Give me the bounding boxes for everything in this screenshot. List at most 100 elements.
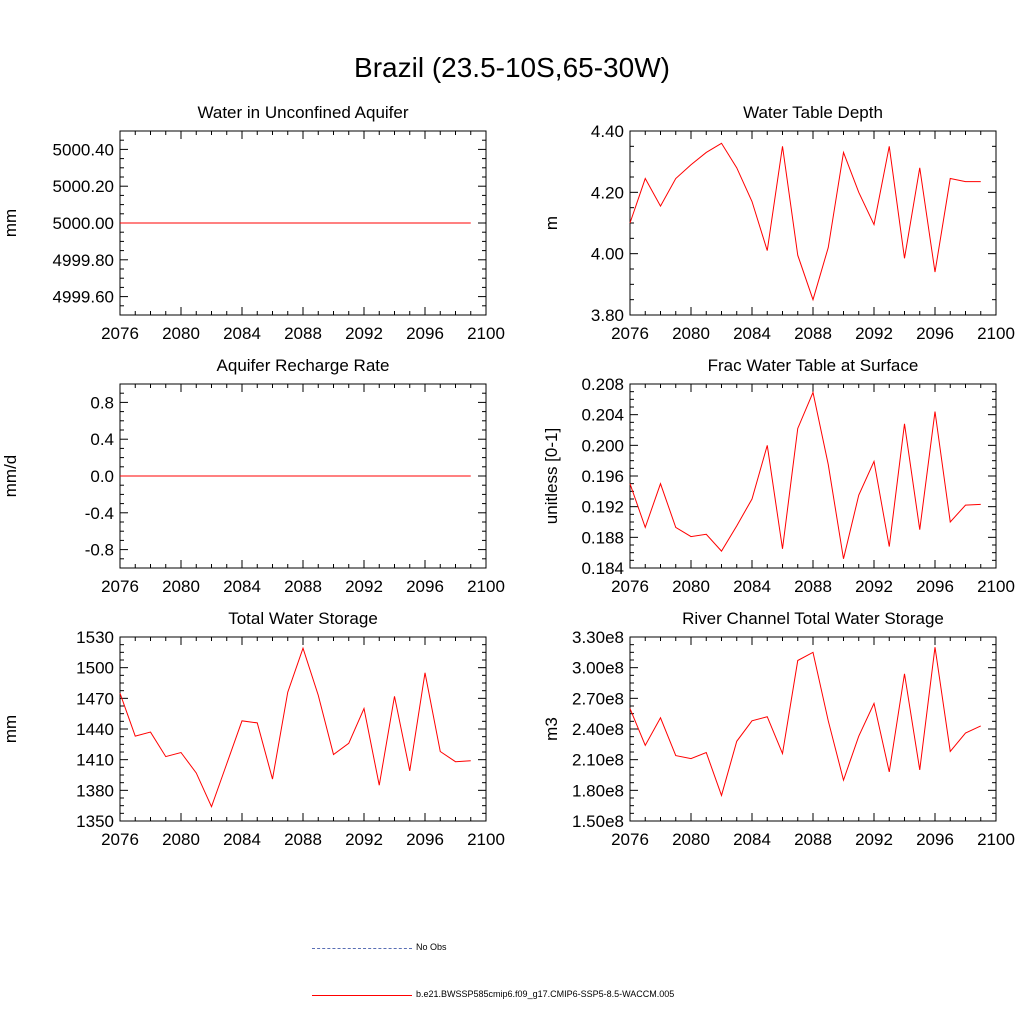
x-tick-label: 2092: [345, 324, 383, 343]
y-tick-label: 0.196: [581, 467, 624, 486]
x-tick-label: 2076: [101, 324, 139, 343]
x-tick-label: 2088: [794, 830, 832, 849]
y-tick-label: 3.80: [591, 306, 624, 325]
x-tick-label: 2080: [672, 830, 710, 849]
y-axis-label: mm: [1, 209, 20, 237]
x-tick-label: 2084: [223, 577, 261, 596]
x-tick-label: 2096: [916, 830, 954, 849]
x-tick-label: 2092: [345, 830, 383, 849]
legend-obs-label: No Obs: [416, 942, 447, 952]
y-tick-label: 5000.40: [53, 140, 114, 159]
y-tick-label: 0.192: [581, 498, 624, 517]
y-tick-label: 5000.00: [53, 214, 114, 233]
y-tick-label: 1530: [76, 628, 114, 647]
x-tick-label: 2084: [733, 577, 771, 596]
y-tick-label: 3.30e8: [572, 628, 624, 647]
x-tick-label: 2088: [284, 830, 322, 849]
y-tick-label: 4999.80: [53, 251, 114, 270]
chart-5: Total Water Storage mm 2076 2080 2084 2088 209…: [1, 609, 505, 849]
plot-frame: [119, 636, 487, 822]
chart-2: Water Table Depth m 2076 2080 2084 2088 2092 20…: [542, 103, 1015, 343]
chart-3: Aquifer Recharge Rate mm/d 2076 2080 2084 208…: [1, 356, 505, 596]
series-line: [629, 647, 981, 798]
x-tick-label: 2100: [467, 324, 505, 343]
x-tick-label: 2096: [406, 830, 444, 849]
chart-title: Total Water Storage: [228, 609, 378, 628]
x-tick-label: 2088: [794, 577, 832, 596]
x-tick-label: 2092: [855, 577, 893, 596]
y-tick-label: 1500: [76, 659, 114, 678]
x-tick-label: 2080: [672, 577, 710, 596]
y-tick-label: -0.4: [85, 504, 114, 523]
series-line: [629, 390, 981, 559]
x-tick-label: 2084: [733, 324, 771, 343]
chart-1: Water in Unconfined Aquifer mm 2076 2080 208…: [1, 103, 505, 343]
x-tick-label: 2100: [467, 577, 505, 596]
y-tick-label: 0.0: [90, 467, 114, 486]
y-axis-label: m: [542, 216, 561, 230]
x-tick-label: 2100: [467, 830, 505, 849]
y-tick-label: 3.00e8: [572, 659, 624, 678]
x-tick-label: 2084: [223, 324, 261, 343]
x-tick-label: 2080: [162, 830, 200, 849]
plot-frame: [629, 383, 997, 569]
y-tick-label: 2.40e8: [572, 720, 624, 739]
x-tick-label: 2080: [162, 324, 200, 343]
y-tick-label: 1.80e8: [572, 781, 624, 800]
y-tick-label: 0.184: [581, 559, 624, 578]
x-tick-label: 2096: [916, 324, 954, 343]
x-tick-label: 2092: [855, 830, 893, 849]
x-tick-label: 2096: [406, 577, 444, 596]
y-tick-label: 2.70e8: [572, 689, 624, 708]
y-tick-label: 5000.20: [53, 177, 114, 196]
x-tick-label: 2084: [733, 830, 771, 849]
chart-title: Frac Water Table at Surface: [708, 356, 919, 375]
y-tick-label: 1440: [76, 720, 114, 739]
x-tick-label: 2076: [611, 577, 649, 596]
chart-6: River Channel Total Water Storage m3 2076 2…: [542, 609, 1015, 849]
chart-title: Aquifer Recharge Rate: [217, 356, 390, 375]
y-tick-label: 0.208: [581, 375, 624, 394]
x-tick-label: 2100: [977, 577, 1015, 596]
plot-frame: [629, 636, 997, 822]
series-line: [629, 142, 981, 302]
y-tick-label: 0.188: [581, 528, 624, 547]
x-tick-label: 2076: [101, 830, 139, 849]
x-tick-label: 2084: [223, 830, 261, 849]
x-tick-label: 2076: [611, 830, 649, 849]
y-tick-label: 1470: [76, 689, 114, 708]
x-tick-label: 2088: [284, 577, 322, 596]
y-tick-label: 1350: [76, 812, 114, 831]
y-axis-label: mm: [1, 715, 20, 743]
x-tick-label: 2080: [672, 324, 710, 343]
y-axis-label: unitless [0-1]: [542, 428, 561, 524]
x-tick-label: 2092: [345, 577, 383, 596]
y-tick-label: 4999.60: [53, 288, 114, 307]
y-axis-label: mm/d: [1, 455, 20, 498]
chart-4: Frac Water Table at Surface unitless [0-1…: [542, 356, 1015, 596]
plot-frame: [629, 130, 997, 316]
x-tick-label: 2096: [916, 577, 954, 596]
legend-model-label: b.e21.BWSSP585cmip6.f09_g17.CMIP6-SSP5-8…: [416, 989, 675, 999]
x-tick-label: 2096: [406, 324, 444, 343]
y-tick-label: 0.8: [90, 393, 114, 412]
y-tick-label: 1.50e8: [572, 812, 624, 831]
chart-title: River Channel Total Water Storage: [682, 609, 944, 628]
x-tick-label: 2100: [977, 830, 1015, 849]
figure-title: Brazil (23.5-10S,65-30W): [354, 52, 670, 83]
y-tick-label: 1380: [76, 781, 114, 800]
chart-title: Water Table Depth: [743, 103, 883, 122]
x-tick-label: 2100: [977, 324, 1015, 343]
series-line: [119, 646, 471, 809]
y-tick-label: 0.4: [90, 430, 114, 449]
x-tick-label: 2088: [794, 324, 832, 343]
legend-model-line: [312, 995, 412, 996]
x-tick-label: 2076: [611, 324, 649, 343]
y-tick-label: 1410: [76, 751, 114, 770]
y-tick-label: 4.00: [591, 245, 624, 264]
y-tick-label: 4.40: [591, 122, 624, 141]
y-tick-label: 0.200: [581, 436, 624, 455]
y-tick-label: 4.20: [591, 183, 624, 202]
